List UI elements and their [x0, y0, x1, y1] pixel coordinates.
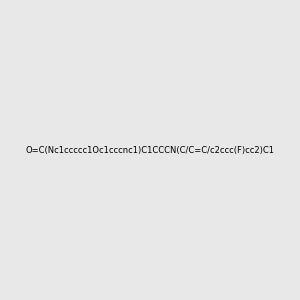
Text: O=C(Nc1ccccc1Oc1cccnc1)C1CCCN(C/C=C/c2ccc(F)cc2)C1: O=C(Nc1ccccc1Oc1cccnc1)C1CCCN(C/C=C/c2cc… — [26, 146, 275, 154]
